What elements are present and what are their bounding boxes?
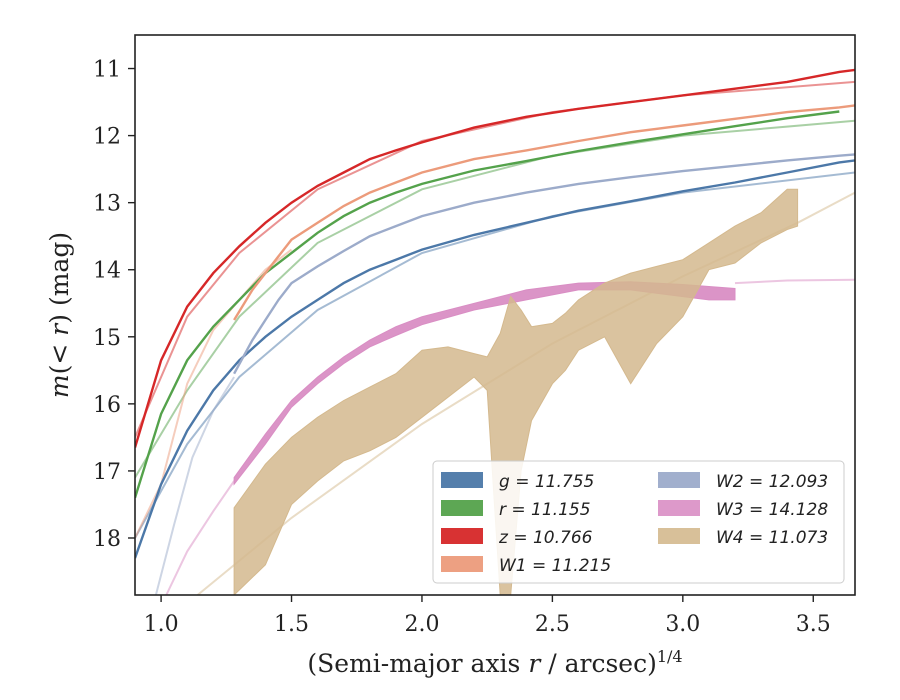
legend-swatch-W4	[658, 528, 700, 544]
extrapolated-curve-W3b	[734, 278, 855, 285]
x-tick-label: 2.5	[535, 612, 570, 637]
legend-frame	[432, 460, 845, 584]
y-axis-ticks: 11 12 13 14 15 16 17 18	[93, 58, 135, 552]
legend-label-g: g = 11.755	[499, 472, 594, 492]
series-line-g	[135, 159, 855, 559]
series-line-W2	[233, 153, 855, 375]
plot-frame	[134, 34, 856, 596]
legend-swatch-g	[441, 472, 483, 488]
legend-swatch-W1	[441, 556, 483, 572]
y-tick-label: 13	[93, 192, 121, 217]
y-tick-label: 14	[93, 259, 121, 284]
legend-label-W2: W2 = 12.093	[716, 472, 828, 492]
legend-label-W4: W4 = 11.073	[716, 528, 828, 548]
legend-swatch-W3	[658, 500, 700, 516]
y-axis-label: m(< r) (mag)	[45, 232, 74, 398]
y-tick-label: 15	[93, 326, 121, 351]
legend-swatch-W2	[658, 472, 700, 488]
legend-label-W1: W1 = 11.215	[499, 556, 611, 576]
x-axis-ticks: 1.0 1.5 2.0 2.5 3.0 3.5	[144, 595, 831, 637]
y-tick-label: 11	[93, 58, 121, 83]
series-line-z	[135, 68, 855, 448]
x-tick-label: 3.0	[665, 612, 700, 637]
y-tick-label: 12	[93, 125, 121, 150]
extrapolated-curve-W2	[154, 376, 235, 595]
legend-label-W3: W3 = 14.128	[716, 500, 828, 520]
legend: g = 11.755 r = 11.155 z = 10.766 W1 = 11.21…	[432, 460, 845, 584]
x-tick-label: 3.5	[796, 612, 831, 637]
series-band-W3	[233, 281, 736, 486]
x-axis-label: (Semi-major axis r / arcsec)1/4	[307, 647, 682, 678]
series-band-W4	[233, 188, 799, 595]
x-tick-label: 1.0	[144, 612, 179, 637]
legend-label-r: r = 11.155	[499, 500, 591, 520]
y-tick-label: 18	[93, 527, 121, 552]
x-tick-label: 2.0	[404, 612, 439, 637]
x-tick-label: 1.5	[274, 612, 309, 637]
legend-label-z: z = 10.766	[498, 528, 593, 548]
legend-swatch-r	[441, 500, 483, 516]
line-series	[135, 68, 855, 559]
y-tick-label: 17	[93, 460, 121, 485]
extrapolated-curve-W3	[165, 480, 235, 595]
plot-area	[135, 68, 855, 595]
band-series	[233, 188, 799, 595]
extrapolated-curve-r	[135, 119, 855, 479]
legend-swatch-z	[441, 528, 483, 544]
series-line-r	[135, 110, 840, 499]
y-tick-label: 16	[93, 393, 121, 418]
series-line-W1	[233, 104, 855, 321]
